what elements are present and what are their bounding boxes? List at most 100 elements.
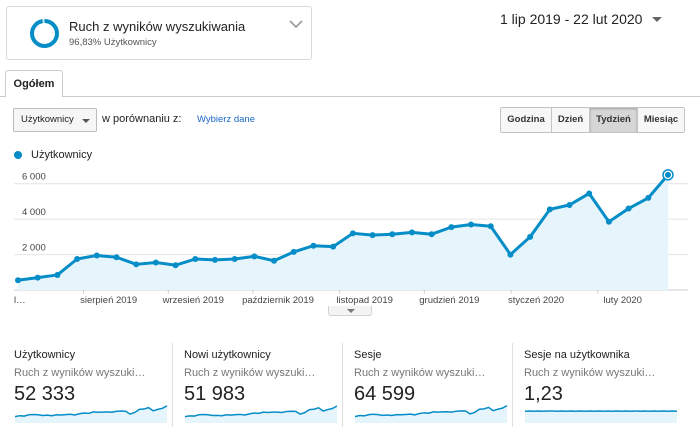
segment-title: Ruch z wyników wyszukiwania (69, 19, 246, 34)
data-point[interactable] (34, 274, 41, 281)
select-compare-metric-link[interactable]: Wybierz dane (197, 114, 255, 125)
sparkline-area (185, 405, 337, 423)
y-tick-label: 2 000 (22, 243, 46, 254)
sparkline-line (14, 405, 168, 418)
x-tick-label: luty 2020 (603, 295, 642, 306)
data-point[interactable] (487, 223, 494, 230)
data-point[interactable] (251, 253, 258, 260)
card-title: Sesje na użytkownika (524, 349, 630, 361)
sparkline (354, 404, 508, 423)
compare-label: w porównaniu z: (102, 113, 182, 125)
data-point[interactable] (15, 277, 21, 284)
card-title: Użytkownicy (14, 349, 76, 361)
data-point[interactable] (349, 230, 356, 237)
data-point[interactable] (271, 257, 278, 264)
data-point[interactable] (625, 205, 632, 212)
x-tick-label: listopad 2019 (336, 295, 393, 306)
data-point[interactable] (408, 229, 415, 236)
sparkline-line (184, 405, 338, 418)
metric-select[interactable]: Użytkownicy (13, 108, 97, 132)
sparkline-line (354, 404, 508, 418)
segment-card[interactable]: Ruch z wyników wyszukiwania 96,83% Użytk… (6, 6, 312, 60)
card-divider (342, 343, 343, 427)
card-value: 1,23 (524, 383, 563, 405)
summary-card-users[interactable]: Użytkownicy Ruch z wyników wyszuki… 52 3… (14, 341, 172, 427)
data-point[interactable] (290, 248, 297, 255)
card-segment: Ruch z wyników wyszuki… (354, 367, 486, 379)
x-tick-label: wrzesień 2019 (162, 295, 224, 306)
card-title: Nowi użytkownicy (184, 349, 271, 361)
tab-overview[interactable]: Ogółem (5, 70, 63, 97)
segment-subtitle: 96,83% Użytkownicy (69, 37, 157, 48)
caret-down-icon (652, 16, 663, 22)
data-point[interactable] (645, 194, 652, 201)
sparkline (184, 405, 338, 423)
data-point[interactable] (586, 190, 593, 197)
metric-select-value: Użytkownicy (21, 114, 74, 125)
chevron-down-icon[interactable] (289, 19, 303, 29)
data-point[interactable] (54, 271, 61, 278)
card-value: 51 983 (184, 383, 246, 405)
data-point[interactable] (133, 261, 140, 268)
data-point[interactable] (507, 251, 514, 258)
caret-down-icon (82, 119, 90, 123)
period-toggle-group: Godzina Dzień Tydzień Miesiąc (500, 107, 685, 133)
card-segment: Ruch z wyników wyszuki… (184, 367, 316, 379)
triangle-down-icon (347, 309, 355, 313)
y-tick-label: 6 000 (22, 172, 46, 183)
data-point[interactable] (310, 242, 317, 249)
sparkline-area (525, 411, 677, 423)
series-area (18, 174, 668, 290)
x-tick-label: sierpień 2019 (80, 295, 137, 306)
data-point[interactable] (428, 231, 435, 238)
date-range-picker[interactable]: 1 lip 2019 - 22 lut 2020 (500, 9, 690, 29)
period-week-button[interactable]: Tydzień (589, 108, 637, 132)
summary-card-sessions-per-user[interactable]: Sesje na użytkownika Ruch z wyników wysz… (524, 341, 682, 427)
data-point[interactable] (546, 206, 553, 213)
card-divider (172, 343, 173, 427)
legend-dot (14, 151, 22, 159)
data-point[interactable] (152, 259, 159, 266)
card-divider (512, 343, 513, 427)
data-point[interactable] (566, 201, 573, 208)
period-day-button[interactable]: Dzień (551, 108, 589, 132)
card-title: Sesje (354, 349, 382, 361)
summary-card-new-users[interactable]: Nowi użytkownicy Ruch z wyników wyszuki…… (184, 341, 342, 427)
sparkline (14, 405, 168, 423)
data-point[interactable] (211, 256, 218, 263)
card-segment: Ruch z wyników wyszuki… (524, 367, 656, 379)
card-value: 52 333 (14, 383, 76, 405)
date-range-label: 1 lip 2019 - 22 lut 2020 (500, 11, 643, 27)
sparkline-area (355, 405, 507, 423)
sparkline (524, 410, 678, 423)
period-hour-button[interactable]: Godzina (501, 108, 551, 132)
data-point[interactable] (93, 252, 100, 259)
x-tick-label: październik 2019 (242, 295, 314, 306)
chart-collapse-handle[interactable] (328, 306, 372, 316)
data-point[interactable] (172, 262, 179, 269)
x-tick-label: l… (14, 295, 26, 306)
data-point[interactable] (74, 256, 81, 262)
card-segment: Ruch z wyników wyszuki… (14, 367, 146, 379)
data-point[interactable] (330, 243, 337, 250)
data-point[interactable] (369, 232, 376, 239)
data-point[interactable] (231, 256, 238, 262)
x-tick-label: grudzień 2019 (419, 295, 479, 306)
tab-divider (0, 96, 700, 97)
data-point-highlight-core (665, 171, 671, 178)
users-line-chart[interactable]: 6 000 4 000 2 000 l… sierpień 2019 wrzesień 2… (0, 166, 700, 308)
data-point[interactable] (448, 224, 455, 231)
data-point[interactable] (389, 231, 396, 238)
sparkline-area (15, 405, 167, 423)
data-point[interactable] (527, 233, 534, 240)
period-month-button[interactable]: Miesiąc (637, 108, 684, 132)
chart-legend: Użytkownicy (14, 149, 92, 161)
summary-card-sessions[interactable]: Sesje Ruch z wyników wyszuki… 64 599 (354, 341, 512, 427)
data-point[interactable] (468, 221, 475, 228)
data-point[interactable] (192, 256, 199, 262)
y-tick-label: 4 000 (22, 207, 46, 218)
segment-percent-ring (30, 19, 59, 48)
data-point[interactable] (605, 218, 612, 225)
data-point[interactable] (113, 254, 120, 261)
legend-label: Użytkownicy (31, 149, 93, 161)
